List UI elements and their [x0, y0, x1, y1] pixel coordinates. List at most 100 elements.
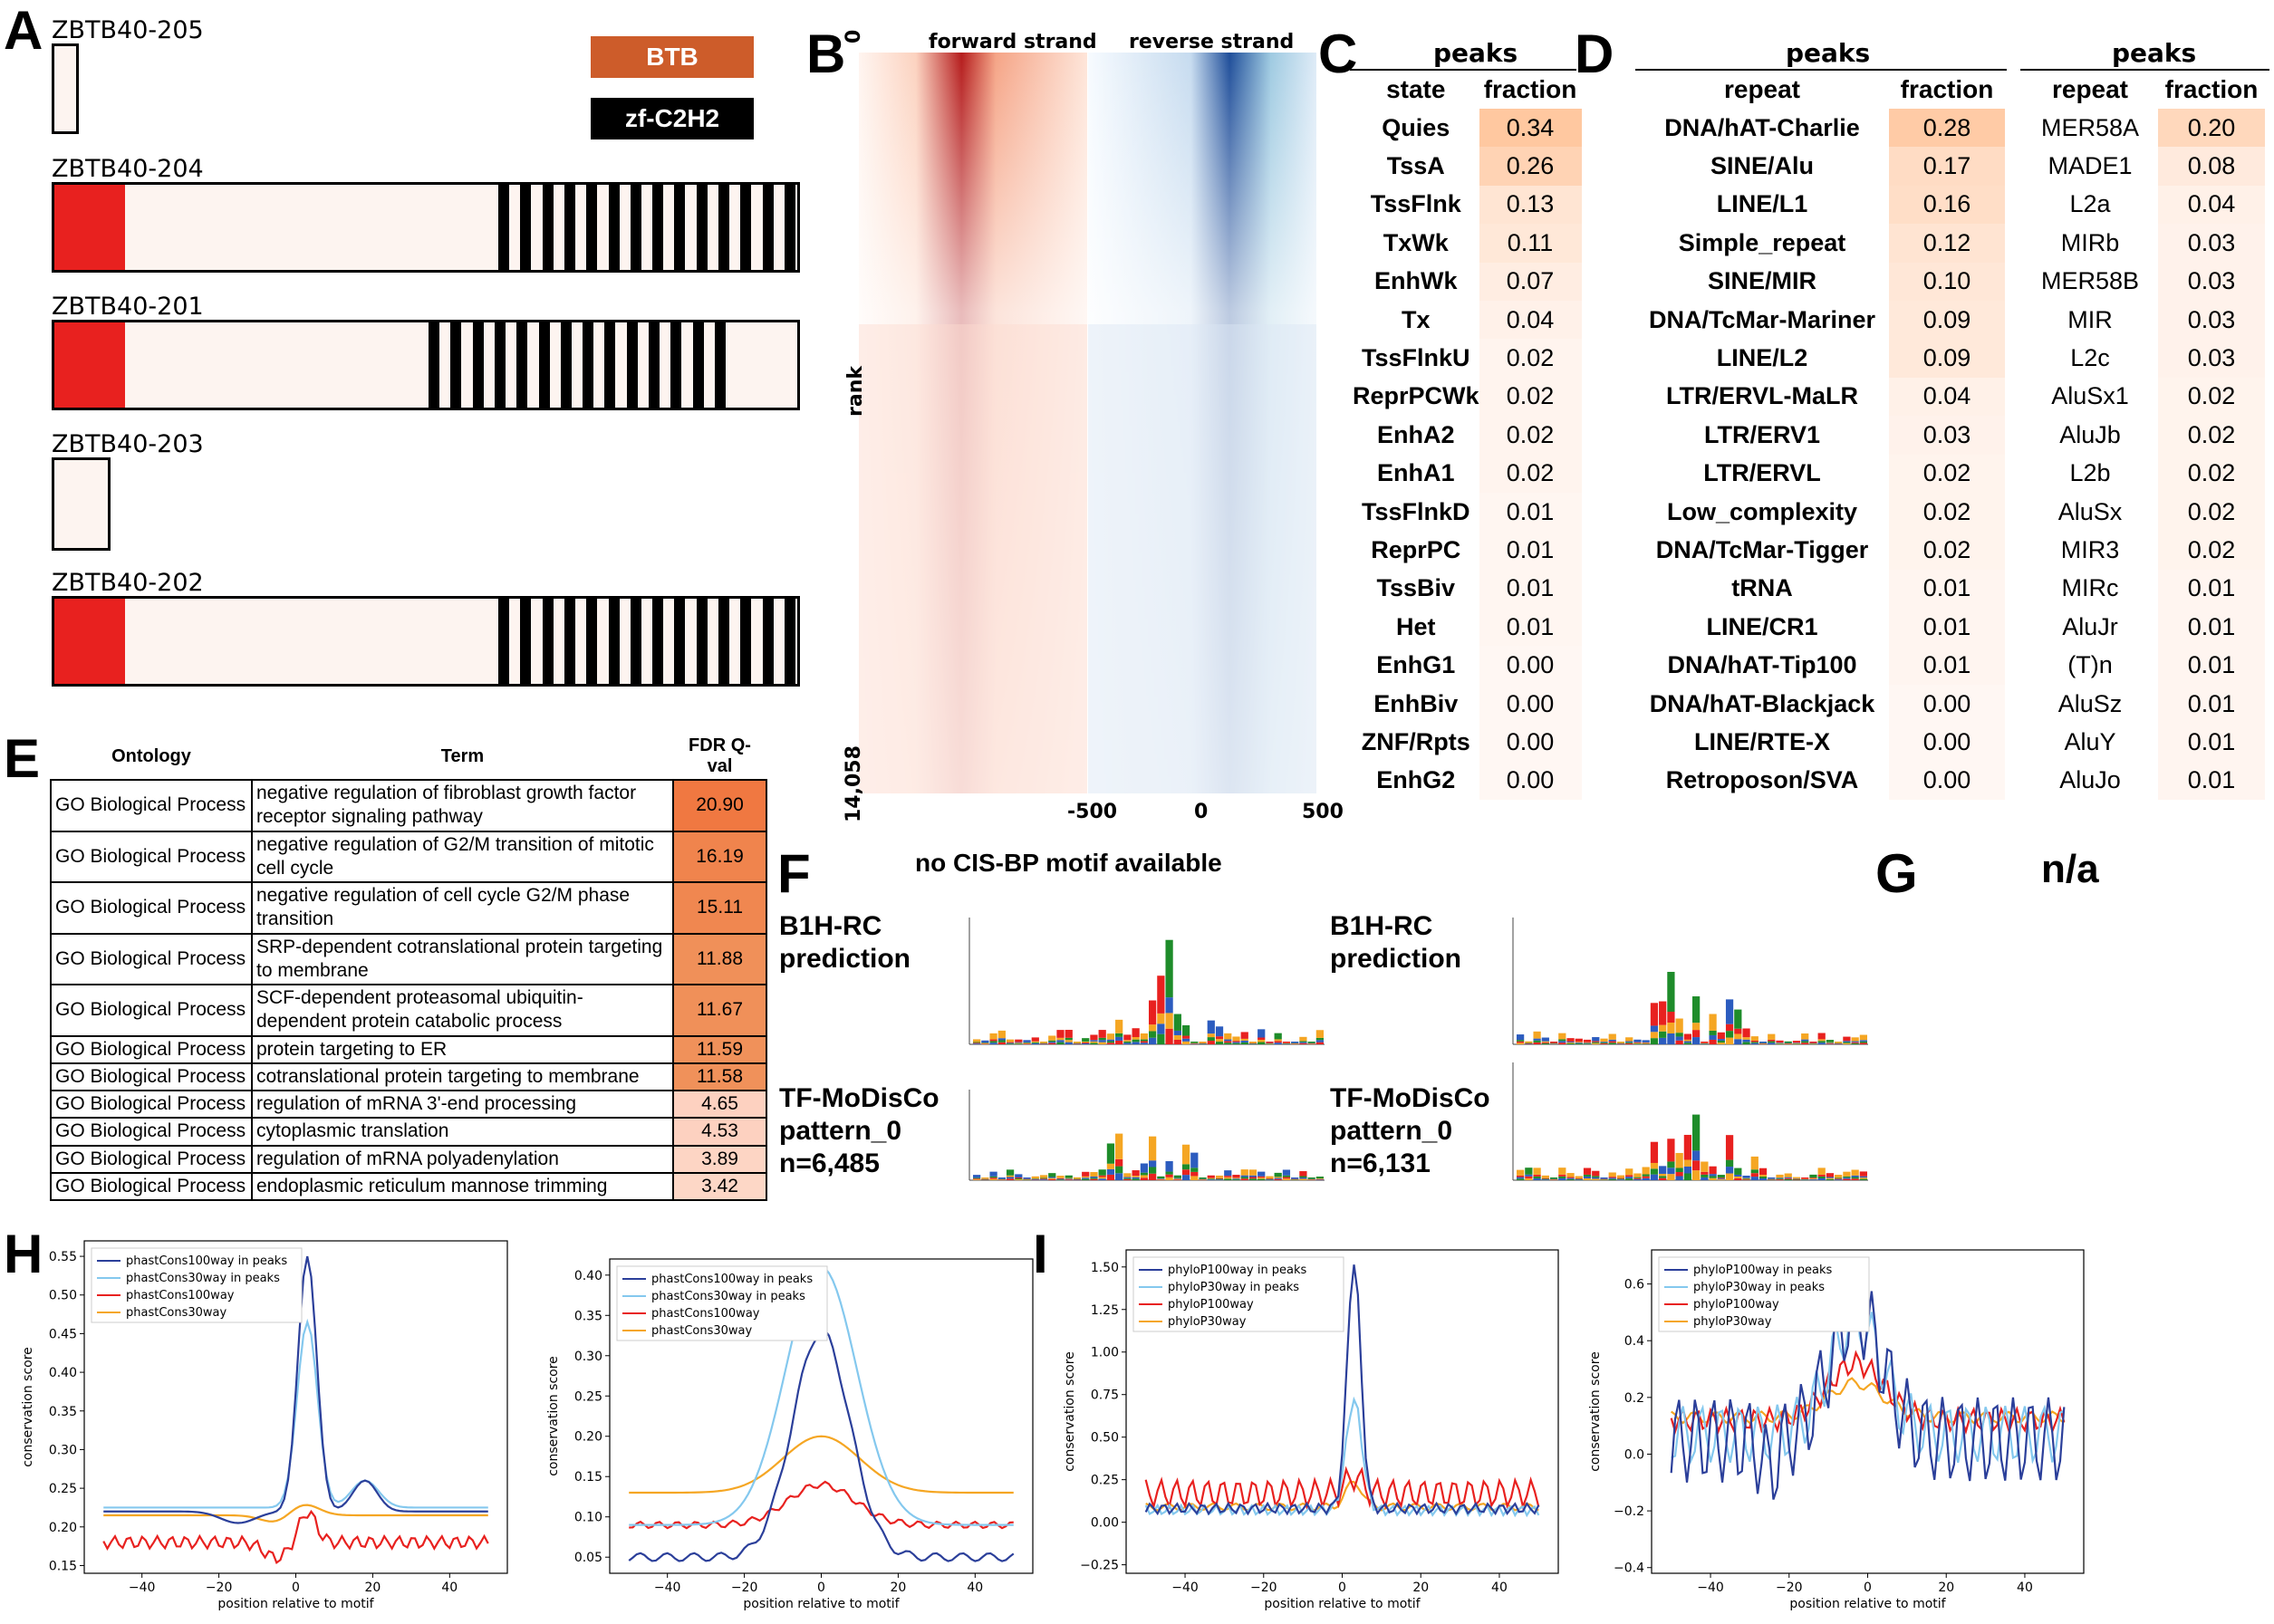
go-table-row: GO Biological Process negative regulation…: [50, 881, 767, 935]
go-term: SCF-dependent proteasomal ubiquitin-depe…: [251, 984, 674, 1037]
motif-letter: [1257, 1040, 1266, 1043]
motif-letter: [1633, 1178, 1642, 1180]
motif-letter: [1106, 1043, 1115, 1044]
motif-letter: [1692, 1023, 1701, 1031]
motif-letter: [1742, 1179, 1750, 1180]
motif-letter: [1826, 1043, 1835, 1044]
zf-c2h2-domain: [649, 322, 660, 408]
motif-letter: [1692, 1114, 1701, 1151]
motif-letter: [1625, 1041, 1633, 1043]
motif-letter: [1056, 1042, 1065, 1044]
plot-legend: [1658, 1256, 1870, 1332]
table-row: MIR3 0.02: [2022, 531, 2265, 570]
row-label: LINE/L1: [1716, 190, 1808, 218]
table-row: Tx 0.04: [1353, 300, 1582, 340]
motif-letter: [1039, 1179, 1048, 1180]
y-tick-label: 0.50: [49, 1289, 77, 1303]
row-fraction: 0.00: [1889, 684, 2005, 724]
motif-letter: [1082, 1041, 1090, 1043]
motif-letter: [1750, 1177, 1758, 1180]
motif-letter: [1826, 1173, 1835, 1177]
motif-letter: [1625, 1043, 1633, 1044]
motif-letter: [1140, 1039, 1148, 1042]
row-label: Simple_repeat: [1678, 228, 1846, 256]
series-line: [103, 1504, 488, 1523]
motif-letter: [1023, 1040, 1031, 1043]
y-tick-label: 0.30: [574, 1350, 602, 1364]
motif-letter: [1575, 1043, 1583, 1044]
table-row: LINE/CR1 0.01: [1635, 608, 2005, 647]
table-row: TssBiv 0.01: [1353, 569, 1582, 609]
motif-letter: [1650, 1032, 1659, 1039]
motif-logo-b1h-right: [1512, 918, 1868, 1045]
motif-letter: [1659, 1173, 1667, 1177]
zf-c2h2-domain: [674, 185, 686, 270]
zf-c2h2-domain: [429, 322, 439, 408]
motif-letter: [1165, 939, 1173, 998]
row-label: Low_complexity: [1666, 497, 1858, 525]
motif-letter: [1792, 1043, 1801, 1044]
zf-c2h2-domain: [626, 322, 638, 408]
heatmap-y-bottom-label: 14,058: [843, 745, 865, 822]
motif-letter: [1642, 1043, 1650, 1044]
row-fraction: 0.00: [1889, 761, 2005, 801]
zf-c2h2-domain: [498, 599, 509, 684]
motif-letter: [1065, 1175, 1073, 1178]
motif-letter: [989, 1171, 997, 1177]
motif-letter: [1115, 1166, 1123, 1174]
motif-letter: [1675, 1018, 1683, 1033]
motif-letter: [1750, 1156, 1758, 1170]
motif-letter: [1181, 1175, 1190, 1180]
panel-label-h: H: [4, 1224, 43, 1284]
row-fraction: 0.16: [1889, 185, 2005, 225]
motif-letter: [1098, 1040, 1106, 1043]
motif-letter: [1232, 1179, 1240, 1180]
table-row: tRNA 0.01: [1635, 569, 2005, 609]
motif-letter: [1232, 1043, 1240, 1044]
motif-letter: [1149, 1024, 1157, 1032]
motif-letter: [1616, 1175, 1625, 1178]
motif-letter: [1709, 1034, 1717, 1040]
motif-letter: [1675, 1152, 1683, 1168]
series-line: [102, 1509, 489, 1565]
motif-letter: [1173, 1014, 1181, 1031]
row-label: AluY: [2064, 727, 2116, 755]
go-ontology: GO Biological Process: [50, 1117, 253, 1147]
motif-letter: [1240, 1032, 1248, 1039]
y-tick-label: 1.50: [1091, 1261, 1119, 1275]
row-label: MIR: [2067, 305, 2113, 333]
zf-domain-cluster: [54, 185, 797, 270]
motif-letter: [1633, 1043, 1642, 1044]
go-fdr: 11.59: [672, 1034, 767, 1064]
tfm-line1: TF-MoDisCo: [1330, 1083, 1490, 1113]
table-d1-col-repeat: repeat: [1723, 75, 1801, 103]
table-d2-col-repeat: repeat: [2051, 75, 2129, 103]
motif-letter: [1675, 1171, 1683, 1177]
motif-letter: [1207, 1037, 1215, 1042]
row-fraction: 0.02: [2158, 531, 2265, 570]
go-table-row: GO Biological Process cytoplasmic transla…: [50, 1117, 767, 1147]
motif-letter: [1533, 1174, 1541, 1177]
motif-letter: [1274, 1043, 1282, 1044]
motif-letter: [1165, 1013, 1173, 1029]
motif-letter: [1717, 1179, 1725, 1180]
x-tick-label: 0: [817, 1581, 825, 1595]
motif-letter: [1106, 1033, 1115, 1040]
zf-c2h2-domain: [714, 322, 726, 408]
motif-letter: [1048, 1173, 1056, 1177]
motif-letter: [1742, 1028, 1750, 1038]
table-c-title: peaks: [1433, 38, 1518, 68]
motif-letter: [1240, 1040, 1248, 1043]
motif-letter: [1115, 1036, 1123, 1041]
motif-letter: [1642, 1043, 1650, 1044]
go-term: negative regulation of G2/M transition o…: [251, 830, 674, 883]
go-col-fdr: FDR Q-val: [689, 735, 751, 776]
row-fraction: 0.09: [1889, 300, 2005, 340]
motif-letter: [1742, 1176, 1750, 1178]
x-tick-label: −40: [1171, 1581, 1199, 1595]
motif-letter: [1525, 1174, 1533, 1177]
row-label: LINE/L2: [1716, 344, 1808, 372]
isoform-203-box: [52, 457, 111, 551]
plot-h-left: −40 −20 0 20 40 0.55 0.50 0.45 0.40 0.35 0.30 0.25 0…: [21, 1240, 508, 1611]
motif-letter: [1065, 1177, 1073, 1179]
